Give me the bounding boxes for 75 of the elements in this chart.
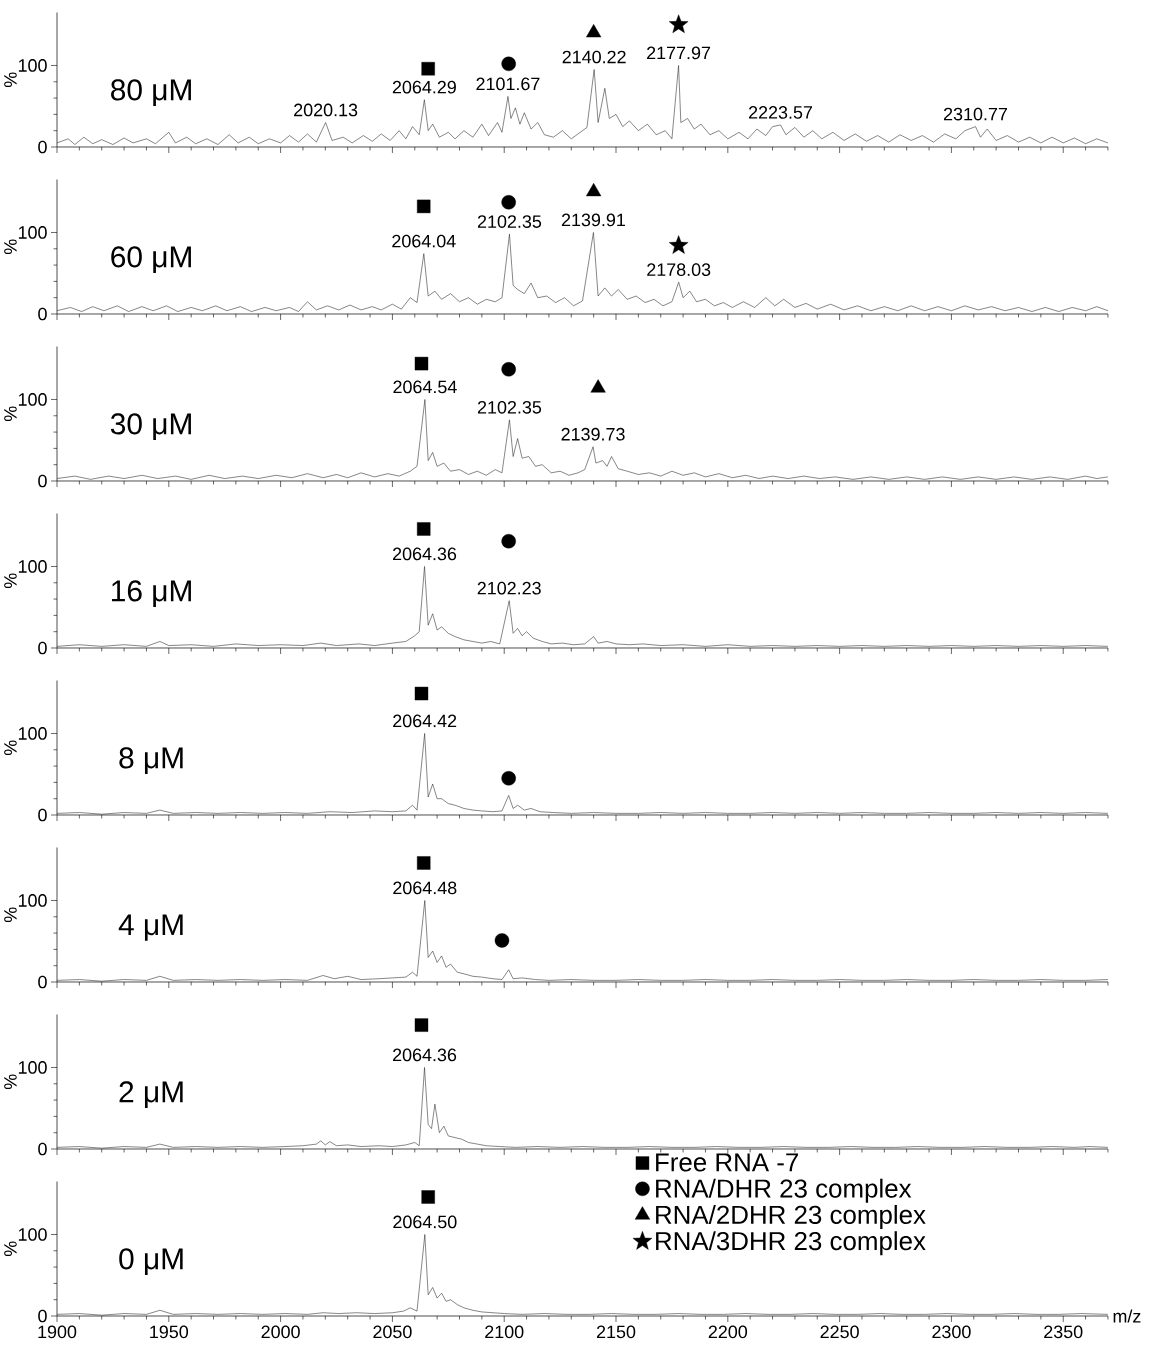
- annotation: 2064.36: [393, 1048, 457, 1062]
- annotation: 2064.42: [393, 714, 457, 728]
- y-axis-title: %: [4, 907, 17, 923]
- y-tick-label: 100: [18, 226, 47, 239]
- y-tick-label: 100: [18, 727, 47, 740]
- legend-label: Free RNA -7: [656, 1153, 799, 1172]
- y-tick-label: 100: [18, 1061, 47, 1074]
- x-tick-label: 2350: [1044, 1325, 1083, 1339]
- text: 0 μM: [119, 1248, 183, 1275]
- y-tick-label: 100: [18, 59, 47, 72]
- y-axis-title: %: [4, 72, 17, 88]
- x-tick-label: 1900: [38, 1325, 77, 1339]
- annotation: 2139.91: [561, 213, 625, 227]
- text: 30 μM: [110, 413, 191, 440]
- text: 8 μM: [119, 747, 183, 774]
- x-tick-label: 2100: [485, 1325, 524, 1339]
- x-axis-title: m/z: [1113, 1309, 1141, 1323]
- annotation: 2101.67: [476, 77, 540, 91]
- y-tick-label: 0: [38, 975, 47, 989]
- x-tick-label: 2000: [261, 1325, 300, 1339]
- annotation: 2064.36: [393, 547, 457, 561]
- point: [421, 62, 435, 76]
- annotation: 2064.54: [393, 380, 457, 394]
- x-tick-label: 2150: [596, 1325, 636, 1339]
- y-axis-title: %: [4, 406, 17, 422]
- point: [668, 14, 689, 33]
- legend-label: RNA/DHR 23 complex: [656, 1178, 912, 1203]
- y-tick-label: 0: [38, 808, 47, 822]
- annotation: 2310.77: [943, 107, 1007, 121]
- y-tick-label: 100: [18, 894, 47, 907]
- y-axis-title: %: [4, 239, 17, 255]
- point: [586, 183, 602, 197]
- point: [417, 199, 431, 214]
- x-tick-label: 1950: [150, 1325, 189, 1339]
- y-tick-label: 100: [18, 393, 47, 406]
- y-axis-title: %: [4, 740, 17, 756]
- y-tick-label: 100: [18, 560, 47, 573]
- text: 16 μM: [112, 580, 191, 607]
- y-tick-label: 0: [38, 307, 47, 321]
- annotation: 2178.03: [647, 263, 711, 276]
- annotation: 2020.13: [294, 103, 358, 117]
- annotation: 2064.48: [393, 881, 457, 895]
- y-tick-label: 0: [38, 1142, 47, 1156]
- annotation: 2064.04: [392, 234, 456, 248]
- annotation: 2177.97: [647, 46, 711, 60]
- y-axis-title: %: [4, 1241, 17, 1257]
- point: [668, 235, 689, 254]
- text: 60 μM: [111, 246, 191, 273]
- point: [501, 56, 516, 72]
- annotation: 2064.29: [392, 80, 456, 94]
- annotation: 2139.73: [561, 427, 625, 441]
- y-axis-title: %: [4, 1074, 17, 1090]
- annotation: 2102.35: [477, 215, 542, 228]
- x-tick-label: 2200: [708, 1325, 748, 1339]
- annotation: 2140.22: [562, 50, 626, 64]
- legend-label: RNA/3DHR 23 complex: [656, 1231, 926, 1256]
- annotation: 2102.35: [477, 400, 542, 414]
- point: [586, 24, 602, 38]
- text: 80 μM: [111, 79, 191, 106]
- annotation: 2102.23: [477, 581, 541, 595]
- y-tick-label: 100: [18, 1228, 47, 1241]
- y-tick-label: 0: [38, 140, 47, 154]
- y-axis-title: %: [4, 573, 17, 589]
- annotation: 2064.50: [393, 1215, 457, 1229]
- y-tick-label: 0: [38, 1309, 47, 1323]
- x-tick-label: 2300: [932, 1325, 971, 1339]
- x-tick-label: 2250: [820, 1325, 859, 1339]
- legend-label: RNA/2DHR 23 complex: [656, 1204, 926, 1230]
- point: [501, 195, 516, 210]
- y-tick-label: 0: [38, 641, 47, 655]
- text: 2 μM: [119, 1081, 183, 1108]
- y-tick-label: 0: [38, 474, 47, 488]
- x-tick-label: 2050: [373, 1325, 412, 1339]
- text: 4 μM: [118, 914, 183, 941]
- annotation: 2223.57: [749, 106, 813, 119]
